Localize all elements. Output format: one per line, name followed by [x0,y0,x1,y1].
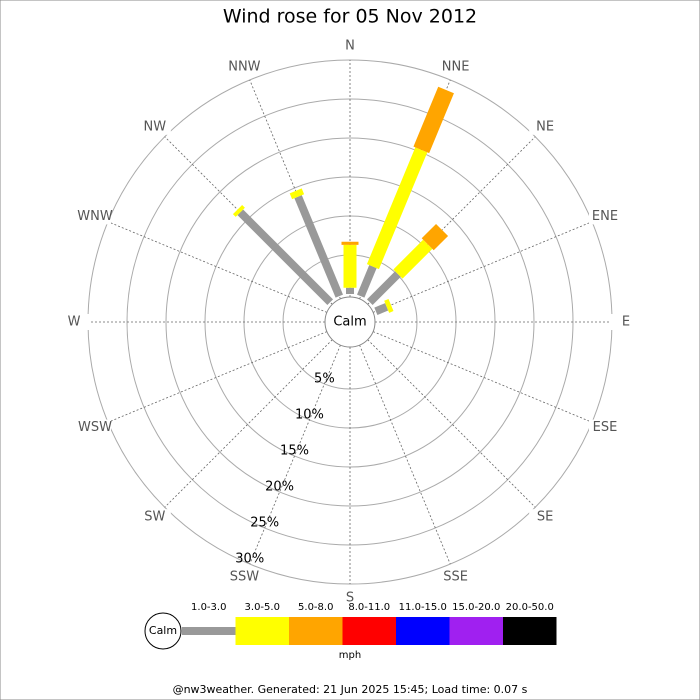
label-bg [334,590,366,606]
label-bg [439,59,472,76]
ring-label: 10% [295,407,324,422]
spoke [367,136,536,305]
spoke [164,136,333,305]
direction-label: S [346,591,354,606]
spoke [249,79,341,300]
legend-calm [144,612,182,650]
direction-label: N [345,39,355,54]
ring-label: 20% [265,479,294,494]
spoke [359,344,451,565]
label-bg [138,509,171,526]
ring-label: 15% [280,443,309,458]
direction-label: SW [144,510,165,525]
direction-label: WNW [77,209,113,224]
legend-swatch [342,617,396,645]
direction-label: E [622,315,630,330]
spoke [107,331,328,423]
label-bg [228,59,261,76]
ring-label: 5% [314,371,335,386]
legend-swatch [449,617,503,645]
bar-segment [393,239,433,279]
label-bg [529,118,562,135]
legend-label: 3.0-5.0 [245,602,280,613]
label-bg [334,38,366,54]
legend-label: 5.0-8.0 [298,602,333,613]
legend-swatch [182,627,236,635]
label-bg [138,118,171,135]
direction-label: ENE [592,209,618,224]
label-bg [588,208,621,225]
direction-label: W [68,315,81,330]
label-bg [79,419,112,436]
bar-segment [421,223,449,251]
legend-label: 8.0-11.0 [348,602,390,613]
grid-ring [165,137,535,507]
bar-segment [357,265,377,298]
bar-segment [237,209,334,306]
label-bg [58,314,90,330]
legend-label: 11.0-15.0 [399,602,447,613]
spoke [372,331,593,423]
bar-segment [366,147,428,270]
spoke [107,221,328,313]
calm-label: Calm [333,315,366,330]
footer: @nw3weather. Generated: 21 Jun 2025 15:4… [173,683,528,696]
spoke [249,344,341,565]
direction-label: NE [536,119,554,134]
legend-swatch [396,617,450,645]
legend-swatch [289,617,343,645]
chart-title: Wind rose for 05 Nov 2012 [223,6,477,28]
bar-segment [294,195,343,298]
legend-swatch [503,617,557,645]
spoke [164,339,333,508]
label-bg [588,419,621,436]
direction-label: NNW [228,60,260,75]
bar-segment [366,271,401,306]
legend-calm-label: Calm [149,624,177,637]
legend-label: 15.0-20.0 [452,602,500,613]
calm-circle [324,296,376,348]
direction-label: WSW [78,420,112,435]
direction-label: NNE [442,60,470,75]
spoke [372,221,593,313]
direction-label: SSW [230,569,260,584]
bar-segment [289,188,305,200]
label-bg [79,208,112,225]
bar-segment [232,204,245,217]
label-bg [610,314,642,330]
ring-label: 30% [235,552,264,567]
ring-label: 25% [250,516,279,531]
legend-label: 1.0-3.0 [191,602,226,613]
direction-label: ESE [593,420,618,435]
direction-label: SSE [443,569,468,584]
bar-segment [413,86,454,154]
spoke [367,339,536,508]
legend-label: 20.0-50.0 [506,602,554,613]
direction-label: SE [537,510,553,525]
direction-label: NW [144,119,167,134]
label-bg [439,568,472,585]
legend-swatch [235,617,289,645]
bar-segment [374,303,389,315]
bar-segment [384,299,394,313]
label-bg [228,568,261,585]
legend-unit: mph [339,650,361,661]
label-bg [529,509,562,526]
